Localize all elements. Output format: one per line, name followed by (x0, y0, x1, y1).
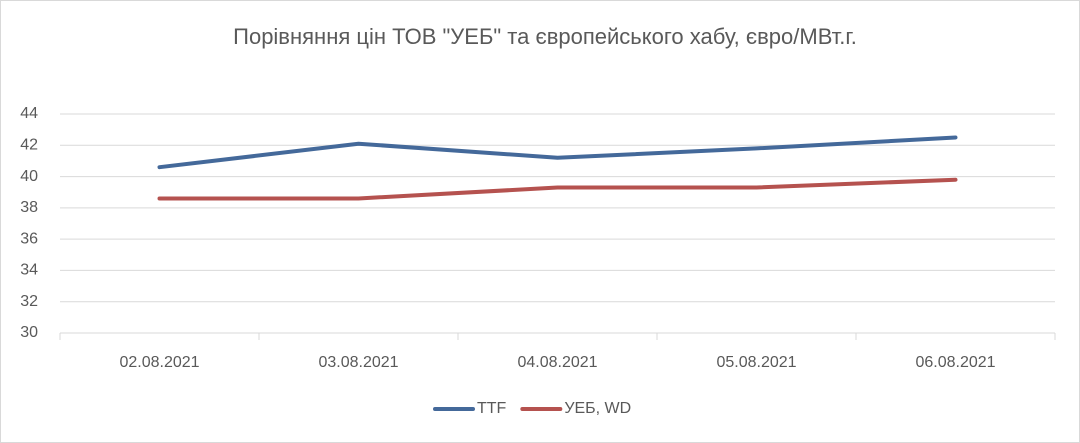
y-tick-label: 30 (20, 324, 38, 341)
y-tick-label: 44 (20, 105, 38, 122)
y-tick-label: 40 (20, 168, 38, 185)
y-tick-label: 38 (20, 199, 38, 216)
x-tick-label: 03.08.2021 (318, 354, 398, 371)
series-line (157, 177, 958, 201)
y-tick-label: 42 (20, 137, 38, 154)
y-tick-label: 36 (20, 230, 38, 247)
legend-label: УЕБ, WD (564, 400, 631, 417)
chart-title: Порівняння цін ТОВ "УЕБ" та європейськог… (233, 24, 857, 49)
y-tick-label: 34 (20, 262, 38, 279)
x-tick-label: 05.08.2021 (716, 354, 796, 371)
x-tick-label: 04.08.2021 (517, 354, 597, 371)
y-tick-label: 32 (20, 293, 38, 310)
legend-label: TTF (477, 400, 507, 417)
x-tick-label: 06.08.2021 (915, 354, 995, 371)
x-tick-label: 02.08.2021 (119, 354, 199, 371)
series-line (157, 135, 958, 170)
